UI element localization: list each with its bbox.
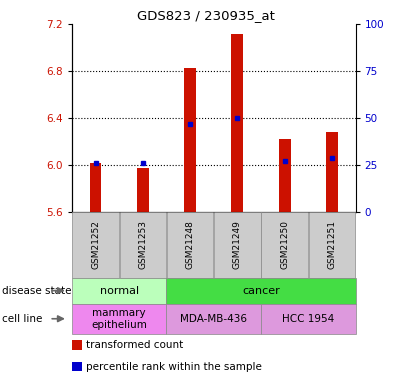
Text: MDA-MB-436: MDA-MB-436 [180,314,247,324]
Text: HCC 1954: HCC 1954 [282,314,335,324]
Text: GDS823 / 230935_at: GDS823 / 230935_at [136,9,275,22]
Bar [326,132,338,212]
Bar [137,168,149,212]
Text: GSM21250: GSM21250 [280,220,289,269]
Text: percentile rank within the sample: percentile rank within the sample [86,362,262,372]
Bar [90,163,102,212]
Text: normal: normal [99,286,139,296]
Text: cancer: cancer [242,286,280,296]
Text: disease state: disease state [2,286,72,296]
Text: GSM21248: GSM21248 [186,220,194,269]
Text: mammary
epithelium: mammary epithelium [91,308,147,330]
Text: cell line: cell line [2,314,42,324]
Text: transformed count: transformed count [86,340,184,350]
Text: GSM21249: GSM21249 [233,220,242,269]
Text: GSM21251: GSM21251 [328,220,336,269]
Text: GSM21252: GSM21252 [91,220,100,269]
Text: GSM21253: GSM21253 [139,220,147,269]
Bar [279,139,291,212]
Bar [231,34,243,212]
Bar [184,68,196,212]
